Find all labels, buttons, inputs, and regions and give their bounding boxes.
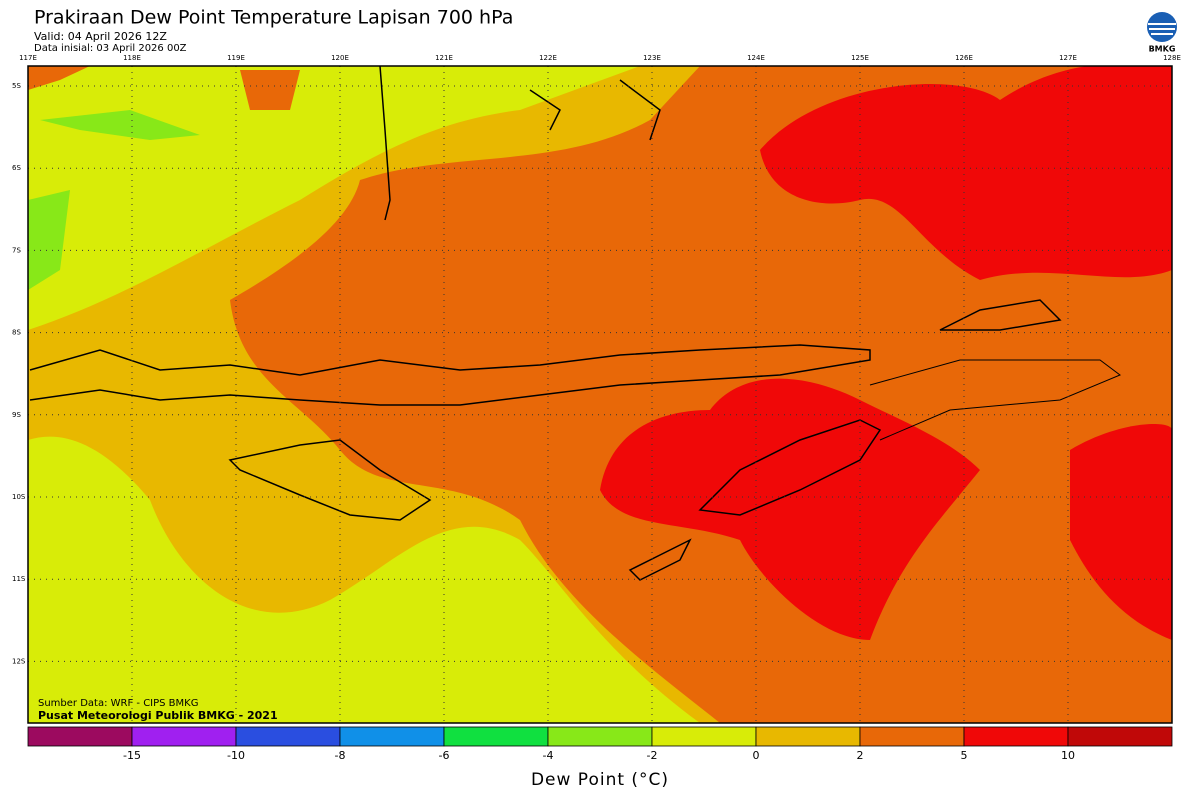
- lat-label: 5S: [12, 82, 21, 90]
- lat-label: 6S: [12, 164, 21, 172]
- field-green: [28, 110, 200, 290]
- lon-label: 123E: [643, 54, 661, 62]
- lon-label: 124E: [747, 54, 765, 62]
- colorbar-tick-label: -2: [647, 749, 658, 762]
- colorbar-segment: [755, 726, 861, 747]
- source-note: Sumber Data: WRF - CIPS BMKG: [38, 698, 198, 709]
- wetar: [939, 299, 1062, 331]
- colorbar-segment: [443, 726, 549, 747]
- lon-label: 127E: [1059, 54, 1077, 62]
- lat-label: 9S: [12, 411, 21, 419]
- colorbar-tick-label: 5: [961, 749, 968, 762]
- sea-boundary: [869, 359, 1121, 441]
- axis-labels: 117E 118E 119E 120E 121E 122E 123E 124E 125E 126E…: [12, 54, 1181, 665]
- logo-waves: [1148, 23, 1176, 35]
- rote: [628, 538, 692, 581]
- colorbar-tick-label: -6: [439, 749, 450, 762]
- lon-label: 117E: [19, 54, 37, 62]
- sumba: [228, 439, 432, 521]
- colorbar-segment: [963, 726, 1069, 747]
- lon-label: 126E: [955, 54, 973, 62]
- sulawesi-coast: [379, 66, 661, 221]
- lon-label: 125E: [851, 54, 869, 62]
- map: Sumber Data: WRF - CIPS BMKG Pusat Meteo…: [28, 66, 1172, 723]
- nusa-tenggara: [29, 344, 871, 406]
- field-red-ne: [760, 66, 1172, 280]
- colorbar-segment: [547, 726, 653, 747]
- map-frame: [27, 65, 1173, 724]
- field-red-se: [1070, 424, 1172, 640]
- colorbar-segment: [859, 726, 965, 747]
- coastlines: [29, 66, 1062, 581]
- logo-text: BMKG: [1149, 45, 1176, 54]
- colorbar-tick-label: -4: [543, 749, 554, 762]
- field-orange-nw: [28, 66, 300, 110]
- colorbar-tick-label: 2: [857, 749, 864, 762]
- colorbar-tick-label: 0: [753, 749, 760, 762]
- lat-label: 10S: [12, 493, 26, 501]
- lat-label: 11S: [12, 575, 26, 583]
- lat-label: 8S: [12, 329, 21, 337]
- logo-circle: [1147, 12, 1177, 42]
- title: Prakiraan Dew Point Temperature Lapisan …: [34, 7, 513, 29]
- lat-label: 12S: [12, 657, 26, 665]
- colorbar-tick-label: -8: [335, 749, 346, 762]
- borders: [869, 359, 1121, 441]
- field-red-timor: [600, 378, 980, 640]
- lat-label: 7S: [12, 246, 21, 254]
- logo: BMKG: [1147, 12, 1177, 54]
- init-time: Data inisial: 03 April 2026 00Z: [34, 43, 187, 54]
- colorbar-title: Dew Point (°C): [531, 770, 669, 790]
- colorbar-segment: [339, 726, 445, 747]
- credit-note: Pusat Meteorologi Publik BMKG - 2021: [38, 709, 278, 722]
- colorbar-segment: [1067, 726, 1173, 747]
- colorbar-tick-label: -10: [227, 749, 245, 762]
- colorbar-tick-label: 10: [1061, 749, 1075, 762]
- colorbar-segment: [235, 726, 341, 747]
- lon-label: 121E: [435, 54, 453, 62]
- colorbar-segment: [27, 726, 133, 747]
- lon-label: 122E: [539, 54, 557, 62]
- colorbar-tick-label: -15: [123, 749, 141, 762]
- timor: [698, 419, 882, 516]
- colorbar-segment: [131, 726, 237, 747]
- lon-label: 119E: [227, 54, 245, 62]
- lon-label: 118E: [123, 54, 141, 62]
- colorbar-segment: [651, 726, 757, 747]
- lon-label: 120E: [331, 54, 349, 62]
- colorbar: -15 -10 -8 -6 -4 -2 0 2 5 10: [27, 726, 1173, 762]
- lon-label: 128E: [1163, 54, 1181, 62]
- valid-time: Valid: 04 April 2026 12Z: [34, 30, 167, 43]
